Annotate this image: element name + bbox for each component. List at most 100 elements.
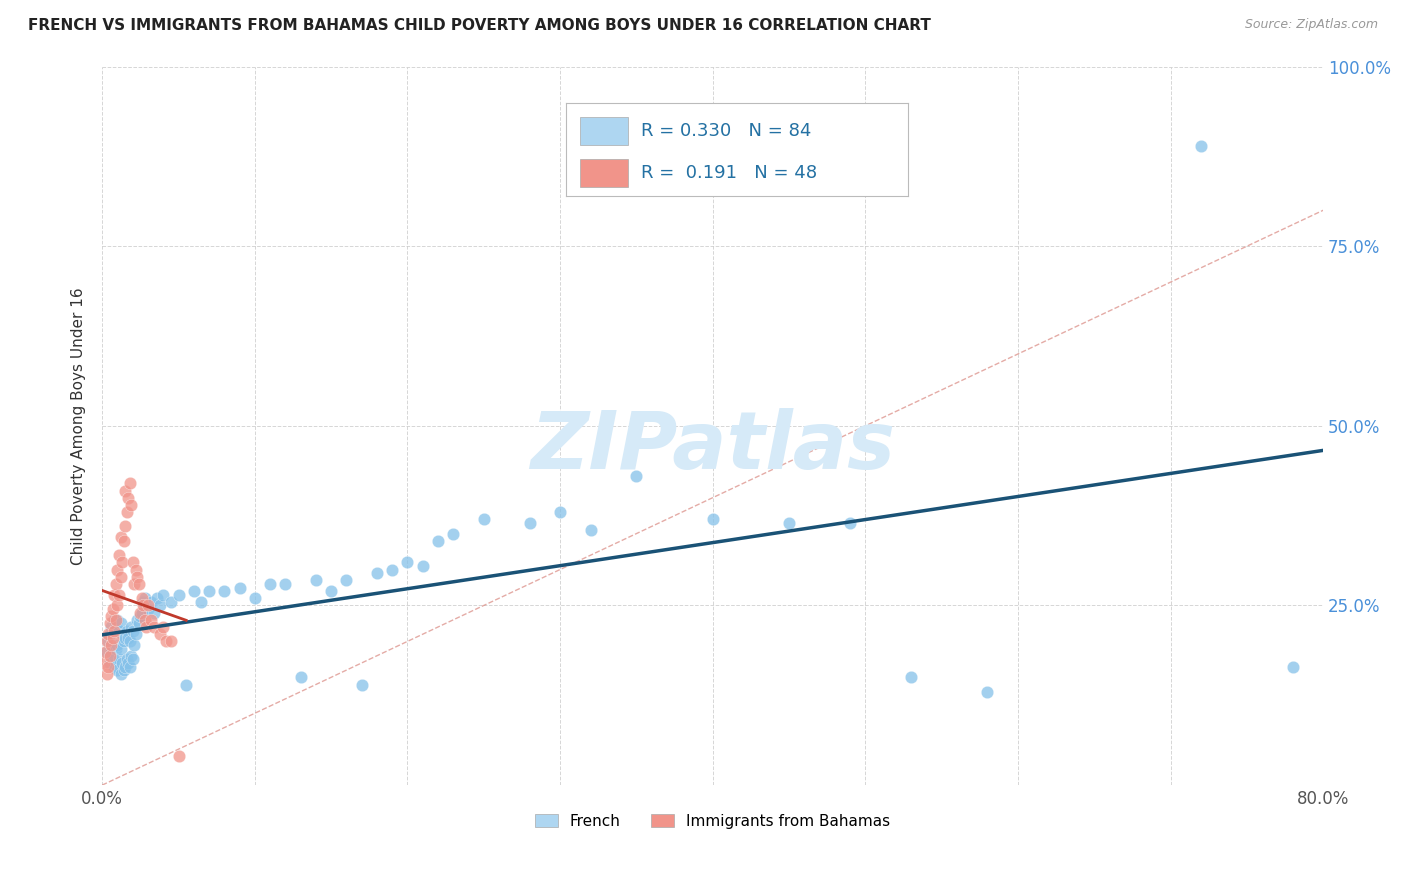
Point [100,609,122,624]
Point [146,591,169,606]
Point [122,577,145,591]
Point [98,648,121,663]
Point [107,563,129,577]
Point [117,631,139,645]
Point [125,563,148,577]
Point [167,749,190,764]
Point [274,577,297,591]
Point [441,526,464,541]
Point [98,616,121,631]
Point [97,659,120,673]
Point [108,588,131,602]
Point [128,577,150,591]
Point [103,613,125,627]
Point [96,634,118,648]
Point [110,641,132,656]
Point [94,645,117,659]
Point [626,469,648,483]
Point [104,577,127,591]
Point [366,566,388,581]
Point [115,505,138,519]
Point [290,670,312,684]
Point [136,599,159,613]
Point [104,620,127,634]
Point [100,620,122,634]
Text: ZIPatlas: ZIPatlas [530,409,896,486]
Point [100,645,122,659]
Point [143,620,166,634]
Point [149,599,172,613]
Point [350,677,373,691]
Point [120,498,142,512]
Point [121,652,143,666]
Point [108,548,131,562]
Point [103,624,125,638]
Point [110,666,132,681]
Point [412,558,434,573]
Point [118,659,141,673]
Point [97,627,120,641]
Text: FRENCH VS IMMIGRANTS FROM BAHAMAS CHILD POVERTY AMONG BOYS UNDER 16 CORRELATION : FRENCH VS IMMIGRANTS FROM BAHAMAS CHILD … [28,18,931,33]
Point [120,620,142,634]
Point [96,666,118,681]
Point [117,656,139,670]
Point [111,656,134,670]
Point [114,519,136,533]
Point [900,670,922,684]
Point [160,634,183,648]
Point [93,656,115,670]
Point [976,684,998,698]
Point [134,613,156,627]
Point [117,491,139,505]
Point [228,581,250,595]
Point [243,591,266,606]
Point [152,620,174,634]
Point [396,555,419,569]
Point [143,606,166,620]
Point [112,663,135,677]
Point [190,595,212,609]
Point [96,645,118,659]
Point [136,602,159,616]
Point [259,577,281,591]
Point [472,512,495,526]
Point [128,616,150,631]
Point [335,574,357,588]
Point [381,563,404,577]
Point [174,677,197,691]
Point [103,588,125,602]
Point [155,634,177,648]
Y-axis label: Child Poverty Among Boys Under 16: Child Poverty Among Boys Under 16 [72,287,86,565]
Point [160,595,183,609]
Point [122,638,145,652]
Point [101,602,124,616]
Point [108,624,131,638]
Point [149,627,172,641]
Point [121,555,143,569]
Point [103,659,125,673]
Point [101,624,124,638]
Point [132,595,155,609]
Point [131,591,153,606]
Point [139,595,162,609]
Point [1281,659,1303,673]
Point [97,634,120,648]
Point [198,584,221,599]
Point [107,663,129,677]
Point [426,533,449,548]
Point [121,624,143,638]
Point [778,516,800,530]
Point [839,516,862,530]
Point [579,523,602,537]
Point [110,530,132,544]
Point [98,656,121,670]
Point [129,609,152,624]
Point [98,627,121,641]
Point [167,588,190,602]
Point [115,624,138,638]
Point [152,588,174,602]
Point [111,627,134,641]
Point [132,599,155,613]
Legend: French, Immigrants from Bahamas: French, Immigrants from Bahamas [529,807,897,835]
Point [305,574,328,588]
